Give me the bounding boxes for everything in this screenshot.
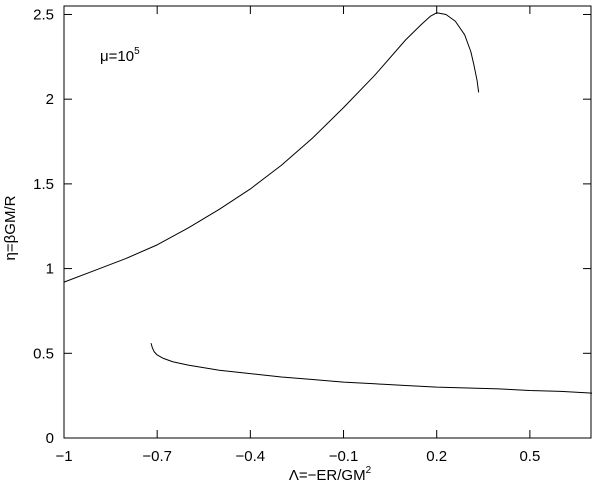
y-tick-label: 2.5: [33, 6, 54, 23]
x-tick-label: −0.1: [329, 448, 359, 465]
mu-annotation: μ=105: [100, 46, 140, 65]
x-axis-label: Λ=−ER/GM2: [289, 465, 372, 484]
y-tick-label: 1: [46, 261, 54, 278]
y-tick-label: 0: [46, 430, 54, 447]
series-1-line: [63, 12, 480, 283]
y-axis-label: η=βGM/R: [2, 195, 19, 260]
y-tick-label: 2: [46, 91, 54, 108]
x-axis-label-exponent: 2: [366, 465, 372, 476]
x-tick-label: −1: [55, 448, 72, 465]
x-tick-label: 0.5: [519, 448, 540, 465]
series-2-line: [150, 342, 592, 394]
mu-annotation-base: μ=10: [100, 48, 134, 65]
y-tick-label: 0.5: [33, 345, 54, 362]
plot-frame: [63, 5, 592, 439]
y-tick-label: 1.5: [33, 176, 54, 193]
ticks-group: [63, 6, 591, 439]
x-tick-label: −0.4: [236, 448, 266, 465]
plot-frame-group: [63, 5, 592, 439]
x-tick-label: −0.7: [142, 448, 172, 465]
x-axis-label-base: Λ=−ER/GM: [289, 467, 366, 484]
series-group: [63, 12, 592, 394]
mu-annotation-exponent: 5: [134, 46, 140, 57]
tick-labels-group: −1 −0.7 −0.4 −0.1 0.2 0.5 0 0.5 1 1.5 2 2.5: [33, 6, 540, 465]
x-tick-label: 0.2: [426, 448, 447, 465]
